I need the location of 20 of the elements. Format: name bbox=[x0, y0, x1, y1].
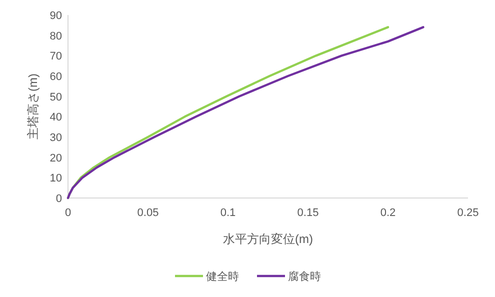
x-tick-label: 0.05 bbox=[137, 207, 159, 219]
y-tick-label: 70 bbox=[50, 50, 62, 63]
legend-label: 健全時 bbox=[206, 270, 239, 283]
y-tick-label: 90 bbox=[50, 10, 62, 22]
y-tick-label: 10 bbox=[50, 172, 62, 185]
y-tick-label: 60 bbox=[50, 71, 62, 83]
y-tick-label: 50 bbox=[50, 91, 62, 104]
y-tick-label: 0 bbox=[56, 193, 62, 205]
x-tick-label: 0.2 bbox=[380, 207, 396, 219]
y-tick-label: 40 bbox=[50, 112, 62, 124]
y-axis-title: 主塔高さ(m) bbox=[26, 74, 40, 140]
x-axis-title: 水平方向変位(m) bbox=[223, 232, 313, 246]
y-tick-label: 20 bbox=[50, 152, 62, 164]
y-tick-label: 80 bbox=[50, 30, 62, 42]
x-tick-label: 0.25 bbox=[457, 207, 479, 219]
y-tick-label: 30 bbox=[50, 132, 62, 144]
x-tick-label: 0 bbox=[64, 207, 72, 219]
x-tick-label: 0.1 bbox=[220, 207, 236, 219]
x-tick-label: 0.15 bbox=[297, 207, 319, 219]
legend-label: 腐食時 bbox=[288, 270, 321, 283]
